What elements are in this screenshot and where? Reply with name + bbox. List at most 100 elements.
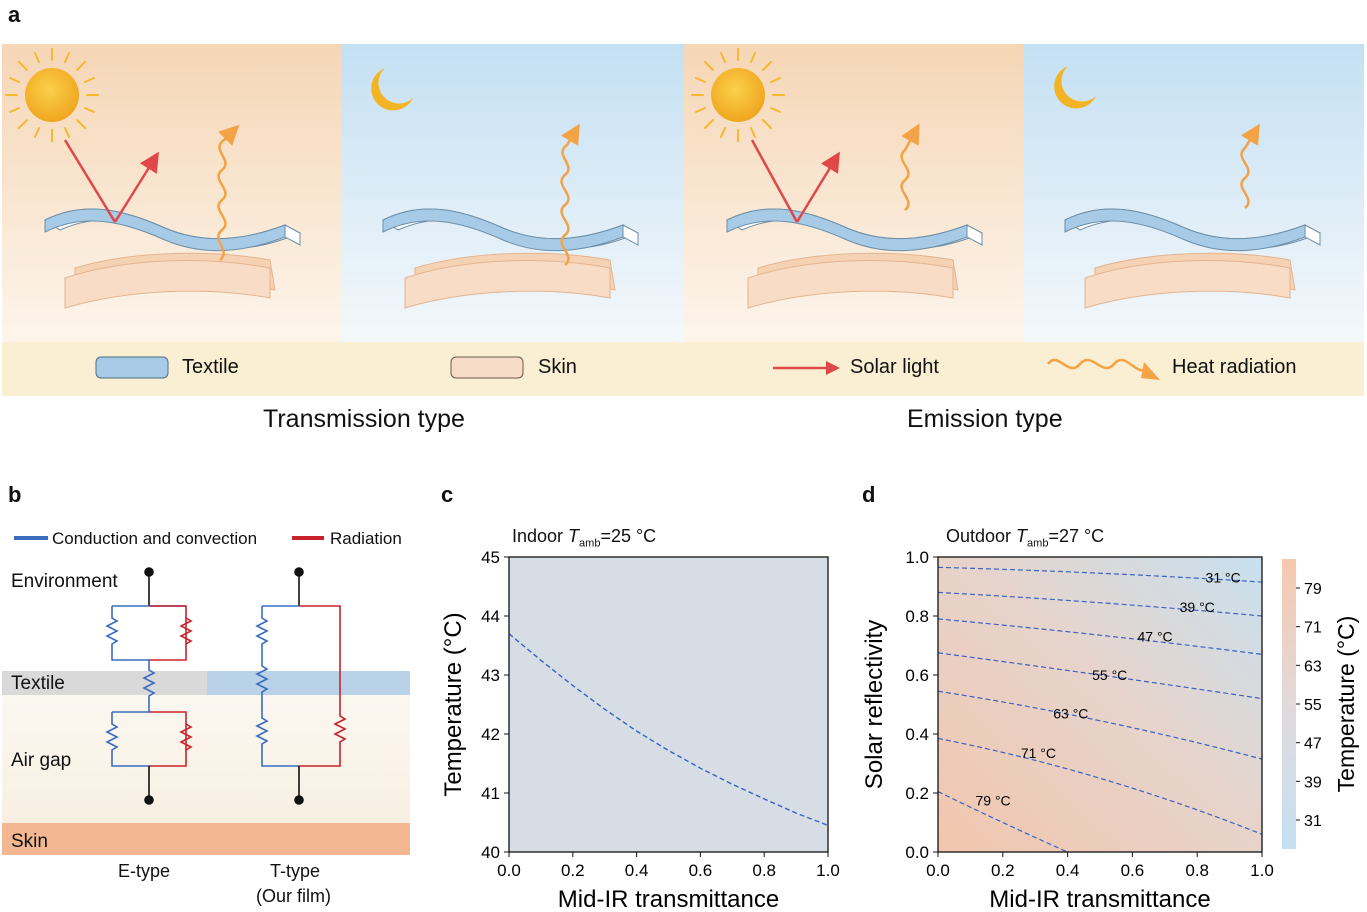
heat-legend-wave (1046, 358, 1149, 372)
y-tick-label: 43 (481, 666, 500, 685)
y-tick-label: 0.8 (905, 607, 929, 626)
y-tick-label: 40 (481, 843, 500, 862)
contour-line (937, 690, 1263, 760)
scene-transmission-day (5, 48, 301, 309)
colorbar-tick-label: 31 (1304, 813, 1322, 830)
textile-swatch (95, 356, 169, 379)
contour-label: 79 °C (975, 792, 1010, 808)
x-tick-label: 0.8 (1185, 861, 1209, 880)
air-gap-label: Air gap (11, 750, 72, 771)
panel-c-title-sub: amb (579, 537, 601, 550)
panel-a-illustration (2, 44, 1364, 396)
panel-d-letter: d (862, 482, 876, 507)
colorbar-label: Temperature (°C) (1333, 616, 1359, 793)
legend-skin: Skin (538, 356, 577, 378)
emission-type-label: Emission type (907, 405, 1063, 433)
panel-c-title-prefix: Indoor (512, 526, 569, 546)
x-tick-label: 0.0 (926, 861, 950, 880)
legend-textile: Textile (182, 356, 239, 378)
colorbar-tick-label: 79 (1304, 581, 1322, 598)
panel-c-chart: 0.0 0.2 0.4 0.6 0.8 1.0 40 41 42 43 44 45 Mid-IR tra… (440, 548, 840, 912)
contour-line (937, 618, 1263, 655)
panel-b-circuit (2, 536, 410, 855)
contour-label: 31 °C (1206, 570, 1241, 586)
y-tick-label: 0.4 (905, 725, 929, 744)
scene-emission-day (691, 48, 983, 309)
panel-d-title-suffix: =27 °C (1048, 526, 1105, 546)
plot-frame (937, 556, 1263, 853)
e-type-circuit (105, 567, 193, 805)
x-axis-label: Mid-IR transmittance (558, 886, 779, 912)
t-type-circuit (255, 567, 347, 805)
skin-swatch (450, 356, 524, 379)
y-tick-label: 42 (481, 725, 500, 744)
contour-line (937, 566, 1263, 583)
panel-d-title-var: T (1016, 526, 1028, 546)
conduction-legend-label: Conduction and convection (52, 529, 258, 548)
panel-c-title-suffix: =25 °C (600, 526, 657, 546)
x-axis-label: Mid-IR transmittance (989, 886, 1210, 912)
solar-ray-in (750, 139, 799, 223)
colorbar (1282, 559, 1296, 849)
x-tick-label: 0.4 (625, 861, 649, 880)
y-axis-label: Temperature (°C) (440, 612, 467, 796)
contour-label: 63 °C (1053, 705, 1088, 721)
panel-d-title-prefix: Outdoor (946, 526, 1017, 546)
panel-c-title: Indoor Tamb=25 °C (512, 526, 656, 550)
contour-label: 47 °C (1137, 629, 1172, 645)
plot-background (509, 557, 828, 852)
t-type-sublabel: (Our film) (256, 886, 331, 906)
y-tick-label: 0.6 (905, 666, 929, 685)
plot-frame (508, 556, 829, 853)
contour-line (937, 591, 1263, 617)
e-type-label: E-type (118, 861, 171, 881)
textile-layer-blue (207, 671, 410, 695)
heat-wave-icon (1240, 123, 1260, 209)
y-tick-label: 0.0 (905, 843, 929, 862)
y-tick-label: 44 (481, 607, 500, 626)
t-type-label: T-type (270, 861, 321, 881)
x-tick-label: 0.2 (561, 861, 585, 880)
colorbar-tick-label: 63 (1304, 658, 1322, 675)
panel-c-title-var: T (568, 526, 580, 546)
y-tick-label: 41 (481, 784, 500, 803)
solar-ray-out (113, 151, 159, 223)
solar-ray-in (63, 139, 117, 223)
panel-d-chart: 31 °C39 °C47 °C55 °C63 °C71 °C79 °C0.0 0.… (861, 548, 1359, 912)
x-tick-label: 0.6 (689, 861, 713, 880)
x-tick-label: 1.0 (816, 861, 840, 880)
legend-solar: Solar light (850, 356, 939, 378)
colorbar-tick-label: 39 (1304, 774, 1322, 791)
heatmap-background (938, 557, 1262, 852)
contour-line (937, 652, 1263, 700)
x-tick-label: 0.2 (991, 861, 1015, 880)
contour-label: 55 °C (1092, 667, 1127, 683)
contour-label: 39 °C (1180, 599, 1215, 615)
radiation-legend-label: Radiation (330, 529, 402, 548)
heat-wave-icon (900, 123, 920, 211)
environment-label: Environment (11, 571, 118, 592)
contour-label: 71 °C (1021, 745, 1056, 761)
transmission-type-label: Transmission type (263, 405, 465, 433)
y-axis-label: Solar reflectivity (861, 620, 888, 789)
colorbar-tick-label: 47 (1304, 736, 1322, 753)
heat-wave-icon (560, 123, 580, 266)
y-tick-label: 45 (481, 548, 500, 567)
solar-ray-out (795, 151, 840, 223)
scene-transmission-night (371, 68, 639, 309)
textile-layer-label: Textile (11, 673, 65, 694)
x-tick-label: 1.0 (1250, 861, 1274, 880)
panel-d-title: Outdoor Tamb=27 °C (946, 526, 1104, 550)
x-tick-label: 0.4 (1056, 861, 1080, 880)
x-tick-label: 0.6 (1121, 861, 1145, 880)
x-tick-label: 0.0 (497, 861, 521, 880)
scene-emission-night (1054, 66, 1321, 309)
legend-heat: Heat radiation (1172, 356, 1297, 378)
temperature-curve (508, 633, 829, 827)
colorbar-tick-label: 55 (1304, 697, 1322, 714)
y-tick-label: 0.2 (905, 784, 929, 803)
skin-layer (2, 823, 410, 855)
x-tick-label: 0.8 (752, 861, 776, 880)
panel-c-letter: c (441, 482, 454, 507)
panel-b-letter: b (8, 482, 22, 507)
